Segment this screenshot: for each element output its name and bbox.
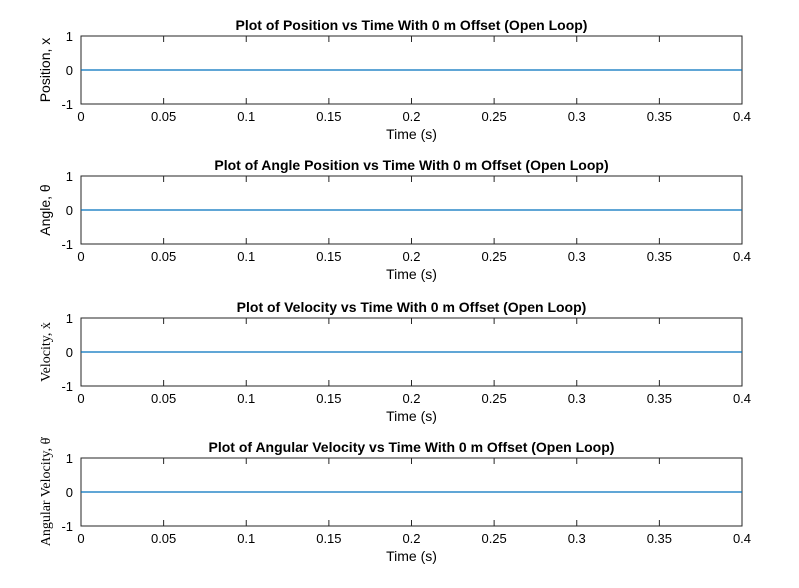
x-axis-label: Time (s) <box>386 548 437 564</box>
x-tick-label: 0.4 <box>733 109 751 124</box>
x-tick-label: 0.25 <box>481 531 506 546</box>
y-tick-label: 1 <box>66 311 73 326</box>
x-tick-label: 0.15 <box>316 109 341 124</box>
x-tick-label: 0.35 <box>647 109 672 124</box>
x-tick-label: 0 <box>77 531 84 546</box>
chart-title: Plot of Velocity vs Time With 0 m Offset… <box>237 299 587 315</box>
x-tick-label: 0.2 <box>402 391 420 406</box>
x-tick-label: 0.3 <box>568 531 586 546</box>
x-tick-label: 0.2 <box>402 531 420 546</box>
y-axis-label: Angle, θ <box>37 184 53 236</box>
x-tick-label: 0.1 <box>237 391 255 406</box>
x-tick-label: 0 <box>77 391 84 406</box>
y-tick-label: 1 <box>66 29 73 44</box>
y-tick-label: 1 <box>66 169 73 184</box>
y-tick-label: 0 <box>66 203 73 218</box>
chart-title: Plot of Angle Position vs Time With 0 m … <box>214 157 608 173</box>
subplot-3: Plot of Velocity vs Time With 0 m Offset… <box>39 299 751 424</box>
x-tick-label: 0.25 <box>481 109 506 124</box>
x-axis-label: Time (s) <box>386 126 437 142</box>
subplot-4: Plot of Angular Velocity vs Time With 0 … <box>39 437 751 564</box>
x-tick-label: 0.35 <box>647 249 672 264</box>
x-tick-label: 0.15 <box>316 391 341 406</box>
x-tick-label: 0.05 <box>151 531 176 546</box>
x-tick-label: 0.4 <box>733 391 751 406</box>
x-tick-label: 0.05 <box>151 249 176 264</box>
x-tick-label: 0.2 <box>402 249 420 264</box>
x-tick-label: 0.05 <box>151 109 176 124</box>
y-tick-label: 0 <box>66 485 73 500</box>
x-tick-label: 0.25 <box>481 391 506 406</box>
x-tick-label: 0.25 <box>481 249 506 264</box>
x-tick-label: 0.1 <box>237 531 255 546</box>
x-axis-label: Time (s) <box>386 408 437 424</box>
x-tick-label: 0.3 <box>568 109 586 124</box>
chart-title: Plot of Angular Velocity vs Time With 0 … <box>209 439 615 455</box>
x-axis-label: Time (s) <box>386 266 437 282</box>
x-tick-label: 0.35 <box>647 531 672 546</box>
y-tick-label: -1 <box>61 379 73 394</box>
y-tick-label: 0 <box>66 345 73 360</box>
x-tick-label: 0.3 <box>568 391 586 406</box>
x-tick-label: 0.1 <box>237 109 255 124</box>
x-tick-label: 0.4 <box>733 249 751 264</box>
x-tick-label: 0 <box>77 109 84 124</box>
y-tick-label: 0 <box>66 63 73 78</box>
x-tick-label: 0.15 <box>316 249 341 264</box>
y-tick-label: -1 <box>61 97 73 112</box>
x-tick-label: 0.15 <box>316 531 341 546</box>
chart-title: Plot of Position vs Time With 0 m Offset… <box>236 17 588 33</box>
x-tick-label: 0.35 <box>647 391 672 406</box>
x-tick-label: 0.4 <box>733 531 751 546</box>
subplot-1: Plot of Position vs Time With 0 m Offset… <box>37 17 751 142</box>
x-tick-label: 0.05 <box>151 391 176 406</box>
y-axis-label: Angular Velocity, θ̇ <box>39 437 54 547</box>
y-tick-label: 1 <box>66 451 73 466</box>
x-tick-label: 0.2 <box>402 109 420 124</box>
x-tick-label: 0.1 <box>237 249 255 264</box>
x-tick-label: 0.3 <box>568 249 586 264</box>
y-axis-label: Position, x <box>37 38 53 103</box>
y-axis-label: Velocity, ẋ <box>39 322 54 382</box>
subplot-2: Plot of Angle Position vs Time With 0 m … <box>37 157 751 282</box>
y-tick-label: -1 <box>61 237 73 252</box>
y-tick-label: -1 <box>61 519 73 534</box>
x-tick-label: 0 <box>77 249 84 264</box>
